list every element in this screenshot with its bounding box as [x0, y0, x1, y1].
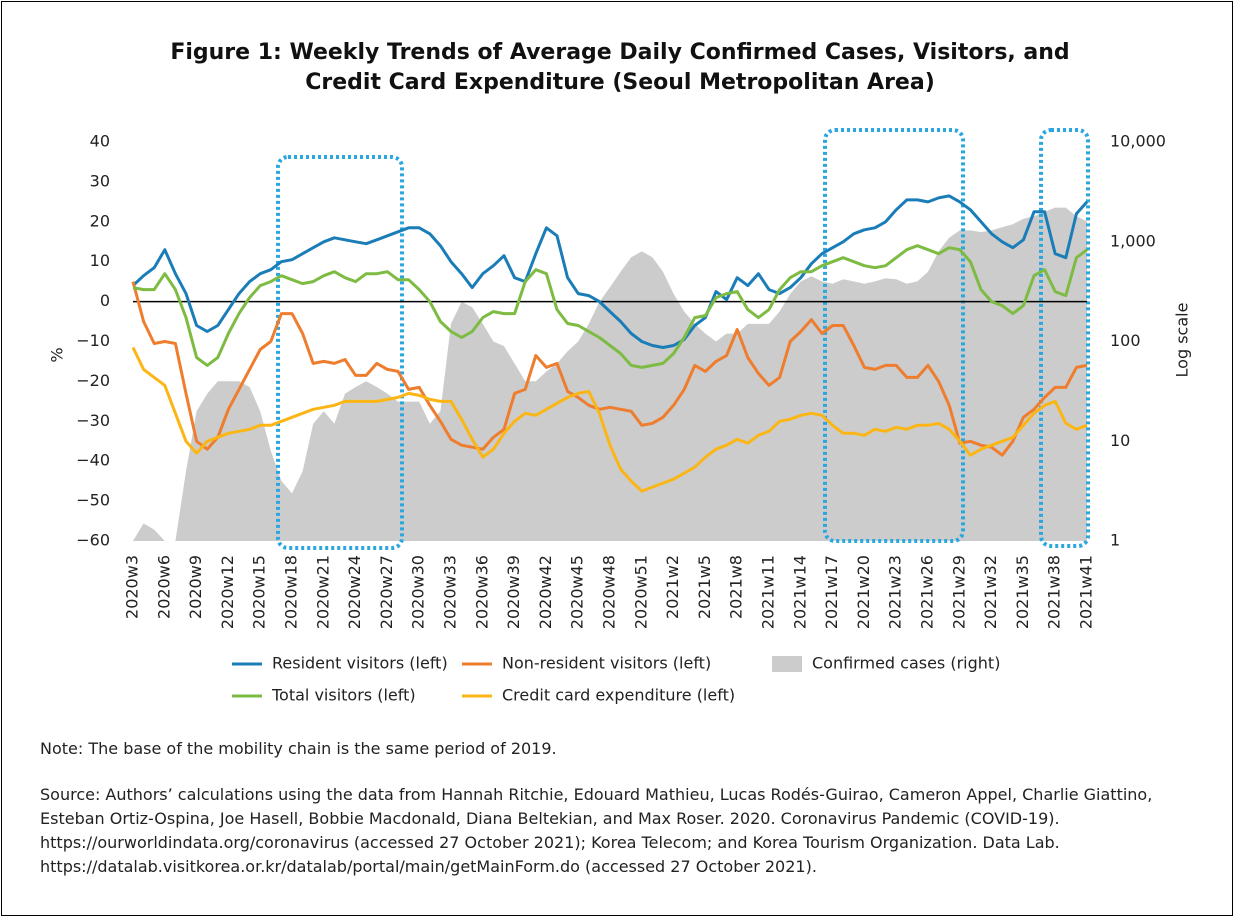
y-tick-label: 40: [90, 132, 110, 151]
highlight-box: [1039, 128, 1090, 548]
x-tick-label: 2021w14: [790, 555, 809, 629]
x-tick-label: 2020w9: [186, 555, 205, 619]
y2-tick-label: 100: [1110, 331, 1141, 350]
y2-axis-label: Log scale: [1173, 303, 1192, 378]
note: Note: The base of the mobility chain is …: [40, 739, 557, 758]
line: [131, 346, 1088, 493]
x-tick-label: 2020w42: [536, 555, 555, 629]
y-tick-label: −60: [76, 531, 110, 550]
x-tick-label: 2020w24: [345, 555, 364, 629]
x-tick-label: 2020w15: [250, 555, 269, 629]
legend-label: Resident visitors (left): [272, 654, 448, 673]
y-tick-label: −10: [76, 331, 110, 350]
x-tick-label: 2020w39: [504, 555, 523, 629]
x-tick-label: 2020w33: [441, 555, 460, 629]
x-tick-label: 2020w48: [600, 555, 619, 629]
legend-label: Confirmed cases (right): [812, 654, 1000, 673]
line: [132, 244, 1088, 369]
x-tick-label: 2020w21: [313, 555, 332, 629]
x-tick-label: 2021w2: [663, 555, 682, 619]
source: Source: Authors’ calculations using the …: [40, 785, 1153, 876]
legend-swatch: [772, 656, 802, 672]
x-tick-label: 2021w5: [695, 555, 714, 619]
x-tick-label: 2021w8: [727, 555, 746, 619]
legend-label: Non-resident visitors (left): [502, 654, 711, 673]
x-tick-label: 2021w35: [1013, 555, 1032, 629]
legend-label: Credit card expenditure (left): [502, 686, 735, 705]
x-tick-label: 2020w3: [123, 555, 142, 619]
x-tick-label: 2021w26: [918, 555, 937, 629]
y2-tick-label: 1,000: [1110, 231, 1156, 250]
x-tick-label: 2020w45: [568, 555, 587, 629]
y-tick-label: 20: [90, 211, 110, 230]
x-tick-label: 2021w38: [1045, 555, 1064, 629]
highlight-box: [276, 155, 404, 550]
chart-title: Figure 1: Weekly Trends of Average Daily…: [170, 40, 1070, 95]
y-tick-label: −50: [76, 491, 110, 510]
line: [131, 281, 1088, 457]
x-tick-label: 2020w36: [472, 555, 491, 629]
line: [131, 194, 1089, 349]
y-tick-label: 10: [90, 251, 110, 270]
y2-tick-label: 10: [1110, 431, 1130, 450]
x-tick-label: 2021w41: [1077, 555, 1096, 629]
area: [133, 207, 1087, 541]
x-tick-label: 2021w32: [981, 555, 1000, 629]
x-tick-label: 2020w18: [282, 555, 301, 629]
x-tick-label: 2020w12: [218, 555, 237, 629]
x-tick-label: 2020w6: [154, 555, 173, 619]
x-tick-label: 2021w17: [822, 555, 841, 629]
x-tick-label: 2021w29: [949, 555, 968, 629]
legend-label: Total visitors (left): [271, 686, 416, 705]
x-tick-label: 2021w23: [886, 555, 905, 629]
y-axis-label: %: [48, 347, 67, 362]
y2-tick-label: 10,000: [1110, 132, 1166, 151]
highlight-boxes: [276, 128, 1090, 550]
y-tick-label: −20: [76, 371, 110, 390]
y-tick-label: −40: [76, 451, 110, 470]
x-tick-label: 2020w27: [377, 555, 396, 629]
y2-tick-label: 1: [1110, 531, 1120, 550]
x-tick-label: 2020w30: [409, 555, 428, 629]
y-tick-label: 0: [100, 291, 110, 310]
y-tick-label: −30: [76, 411, 110, 430]
x-tick-label: 2021w20: [854, 555, 873, 629]
x-tick-label: 2020w51: [631, 555, 650, 629]
x-tick-label: 2021w11: [759, 555, 778, 629]
y-tick-label: 30: [90, 171, 110, 190]
